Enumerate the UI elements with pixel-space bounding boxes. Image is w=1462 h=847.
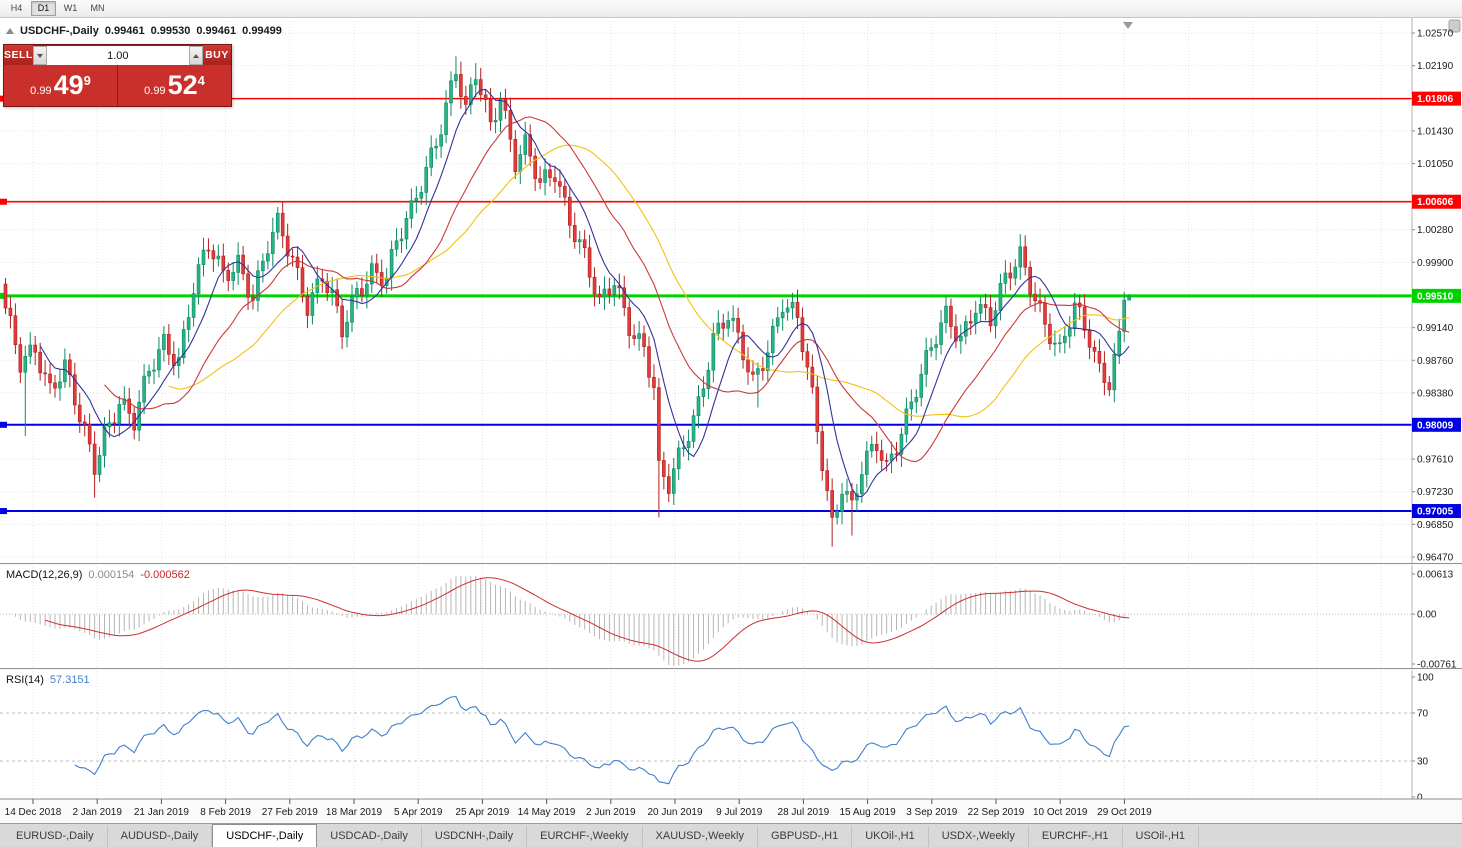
tab-gbpusd-h1[interactable]: GBPUSD-,H1	[758, 826, 853, 847]
buy-price-display[interactable]: 0.99 52 4	[118, 65, 231, 106]
sell-price-display[interactable]: 0.99 49 9	[4, 65, 118, 106]
svg-text:1.01430: 1.01430	[1417, 126, 1454, 137]
timeframe-button-mn[interactable]: MN	[85, 1, 110, 16]
buy-price-big-digits: 52	[167, 70, 198, 100]
svg-text:2 Jan 2019: 2 Jan 2019	[72, 807, 122, 818]
svg-text:0.97230: 0.97230	[1417, 487, 1454, 498]
scrollbar-thumb[interactable]	[1448, 19, 1461, 33]
tab-eurchf-weekly[interactable]: EURCHF-,Weekly	[527, 826, 643, 847]
tab-usdcad-daily[interactable]: USDCAD-,Daily	[317, 826, 422, 847]
tab-eurchf-h1[interactable]: EURCHF-,H1	[1029, 826, 1123, 847]
buy-price-pip-digit: 4	[197, 73, 205, 88]
chart-shift-marker-icon[interactable]	[1123, 22, 1133, 29]
svg-text:10 Oct 2019: 10 Oct 2019	[1033, 807, 1088, 818]
sell-price-pip-digit: 9	[83, 73, 91, 88]
volume-input[interactable]	[46, 46, 189, 65]
tab-ukoil-h1[interactable]: UKOil-,H1	[852, 826, 929, 847]
svg-text:0.99510: 0.99510	[1417, 291, 1454, 302]
svg-text:0.00613: 0.00613	[1417, 570, 1454, 581]
svg-text:3 Sep 2019: 3 Sep 2019	[906, 807, 958, 818]
grid-layer	[0, 21, 1412, 799]
svg-text:18 Mar 2019: 18 Mar 2019	[326, 807, 383, 818]
svg-text:27 Feb 2019: 27 Feb 2019	[262, 807, 319, 818]
horizontal-lines-layer	[0, 95, 1412, 515]
svg-text:1.01050: 1.01050	[1417, 159, 1454, 170]
svg-text:0.99140: 0.99140	[1417, 323, 1454, 334]
svg-text:5 Apr 2019: 5 Apr 2019	[394, 807, 443, 818]
svg-text:0.00: 0.00	[1417, 610, 1437, 621]
tab-usdcnh-daily[interactable]: USDCNH-,Daily	[422, 826, 528, 847]
svg-text:29 Oct 2019: 29 Oct 2019	[1097, 807, 1152, 818]
svg-text:22 Sep 2019: 22 Sep 2019	[968, 807, 1025, 818]
svg-text:28 Jul 2019: 28 Jul 2019	[778, 807, 830, 818]
svg-text:14 May 2019: 14 May 2019	[518, 807, 576, 818]
tab-usoil-h1[interactable]: USOil-,H1	[1123, 826, 1200, 847]
macd-layer: 0.00613 0.00 -0.00761	[0, 570, 1457, 671]
hline-drag-handle[interactable]	[0, 292, 7, 299]
svg-text:21 Jan 2019: 21 Jan 2019	[134, 807, 189, 818]
timeframe-bar: H4 D1 W1 MN	[0, 0, 1462, 18]
date-axis[interactable]: 14 Dec 2018 2 Jan 2019 21 Jan 2019 8 Feb 20…	[0, 798, 1462, 823]
chart-window: 1.02570 1.02190 1.01430 1.01050 1.00280 0.999…	[0, 18, 1462, 823]
svg-text:-0.00761: -0.00761	[1417, 660, 1457, 671]
svg-text:0.96850: 0.96850	[1417, 520, 1454, 531]
buy-button[interactable]: BUY	[202, 45, 231, 65]
svg-text:30: 30	[1417, 757, 1429, 768]
tab-eurusd-daily[interactable]: EURUSD-,Daily	[3, 826, 108, 847]
svg-text:0.99900: 0.99900	[1417, 258, 1454, 269]
svg-text:0.97005: 0.97005	[1417, 507, 1454, 518]
hline-drag-handle[interactable]	[0, 198, 7, 205]
svg-text:1.00606: 1.00606	[1417, 197, 1454, 208]
svg-text:0.96470: 0.96470	[1417, 553, 1454, 564]
svg-text:100: 100	[1417, 673, 1434, 684]
svg-text:8 Feb 2019: 8 Feb 2019	[200, 807, 251, 818]
buy-price-prefix: 0.99	[144, 84, 166, 97]
hline-drag-handle[interactable]	[0, 421, 7, 428]
svg-text:2 Jun 2019: 2 Jun 2019	[586, 807, 636, 818]
svg-text:15 Aug 2019: 15 Aug 2019	[840, 807, 897, 818]
hline-drag-handle[interactable]	[0, 508, 7, 515]
svg-text:0.98380: 0.98380	[1417, 388, 1454, 399]
timeframe-button-d1[interactable]: D1	[31, 1, 56, 16]
timeframe-button-w1[interactable]: W1	[58, 1, 83, 16]
svg-text:25 Apr 2019: 25 Apr 2019	[455, 807, 509, 818]
svg-text:1.02190: 1.02190	[1417, 61, 1454, 72]
sell-button[interactable]: SELL	[4, 45, 33, 65]
svg-text:20 Jun 2019: 20 Jun 2019	[647, 807, 702, 818]
volume-decrease-button[interactable]	[32, 46, 47, 65]
svg-text:0.97610: 0.97610	[1417, 455, 1454, 466]
sell-price-prefix: 0.99	[30, 84, 52, 97]
svg-text:1.01806: 1.01806	[1417, 94, 1454, 105]
svg-text:0.98760: 0.98760	[1417, 356, 1454, 367]
svg-text:1.00280: 1.00280	[1417, 225, 1454, 236]
timeframe-button-h4[interactable]: H4	[4, 1, 29, 16]
tab-usdchf-daily[interactable]: USDCHF-,Daily	[212, 824, 318, 847]
svg-text:0.98009: 0.98009	[1417, 420, 1454, 431]
chart-chrome-layer	[1123, 19, 1461, 33]
tab-xauusd-weekly[interactable]: XAUUSD-,Weekly	[643, 826, 758, 847]
svg-text:14 Dec 2018: 14 Dec 2018	[5, 807, 62, 818]
svg-text:9 Jul 2019: 9 Jul 2019	[716, 807, 763, 818]
svg-text:0: 0	[1417, 793, 1423, 804]
tab-audusd-daily[interactable]: AUDUSD-,Daily	[108, 826, 213, 847]
svg-text:70: 70	[1417, 709, 1429, 720]
rsi-layer: 100 70 30 0	[0, 673, 1434, 804]
tab-usdx-weekly[interactable]: USDX-,Weekly	[929, 826, 1029, 847]
volume-control	[32, 45, 203, 65]
price-chart-canvas[interactable]: 1.025701.021901.014301.010501.002800.999…	[0, 18, 1462, 823]
one-click-trading-panel: SELL BUY 0.99 49 9 0.99 52 4	[3, 44, 232, 107]
svg-text:1.02570: 1.02570	[1417, 29, 1454, 40]
price-scale[interactable]: 1.02570 1.02190 1.01430 1.01050 1.00280 0.999…	[1411, 18, 1461, 799]
volume-increase-button[interactable]	[188, 46, 203, 65]
moving-averages-layer	[39, 88, 1130, 498]
chart-tab-bar: EURUSD-,Daily AUDUSD-,Daily USDCHF-,Daily U…	[0, 823, 1462, 847]
sell-price-big-digits: 49	[53, 70, 84, 100]
